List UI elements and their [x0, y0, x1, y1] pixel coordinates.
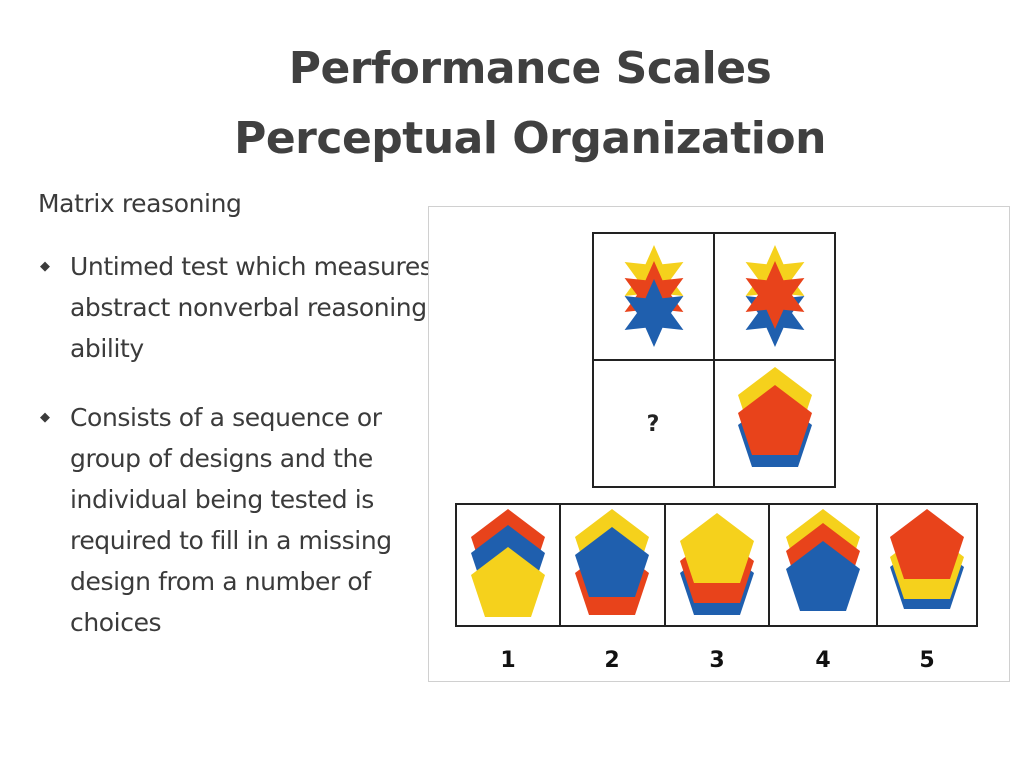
choice-label-3: 3	[709, 648, 724, 673]
matrix-puzzle-svg: ?	[455, 232, 978, 673]
matrix-reasoning-figure: ?	[428, 206, 1010, 682]
answer-choices: 1 2 3 4 5	[455, 503, 978, 673]
subheading: Matrix reasoning	[38, 189, 242, 218]
bullet-item: ◆ Consists of a sequence or group of des…	[38, 397, 438, 643]
question-mark: ?	[647, 412, 660, 437]
title-line-2: Perceptual Organization	[234, 113, 826, 164]
bullet-text: Consists of a sequence or group of desig…	[70, 403, 392, 637]
bullet-list: ◆ Untimed test which measures abstract n…	[38, 246, 438, 643]
slide-title: Performance Scales Perceptual Organizati…	[0, 34, 1024, 174]
choice-label-2: 2	[604, 648, 619, 673]
choice-label-1: 1	[500, 648, 515, 673]
slide-content: Matrix reasoning ◆ Untimed test which me…	[38, 184, 438, 671]
title-line-1: Performance Scales	[288, 43, 772, 94]
bullet-item: ◆ Untimed test which measures abstract n…	[38, 246, 438, 369]
bullet-text: Untimed test which measures abstract non…	[70, 252, 433, 363]
diamond-bullet-icon: ◆	[40, 410, 50, 425]
problem-grid: ?	[592, 232, 836, 488]
choice-label-4: 4	[815, 648, 830, 673]
diamond-bullet-icon: ◆	[40, 259, 50, 274]
choice-label-5: 5	[919, 648, 934, 673]
